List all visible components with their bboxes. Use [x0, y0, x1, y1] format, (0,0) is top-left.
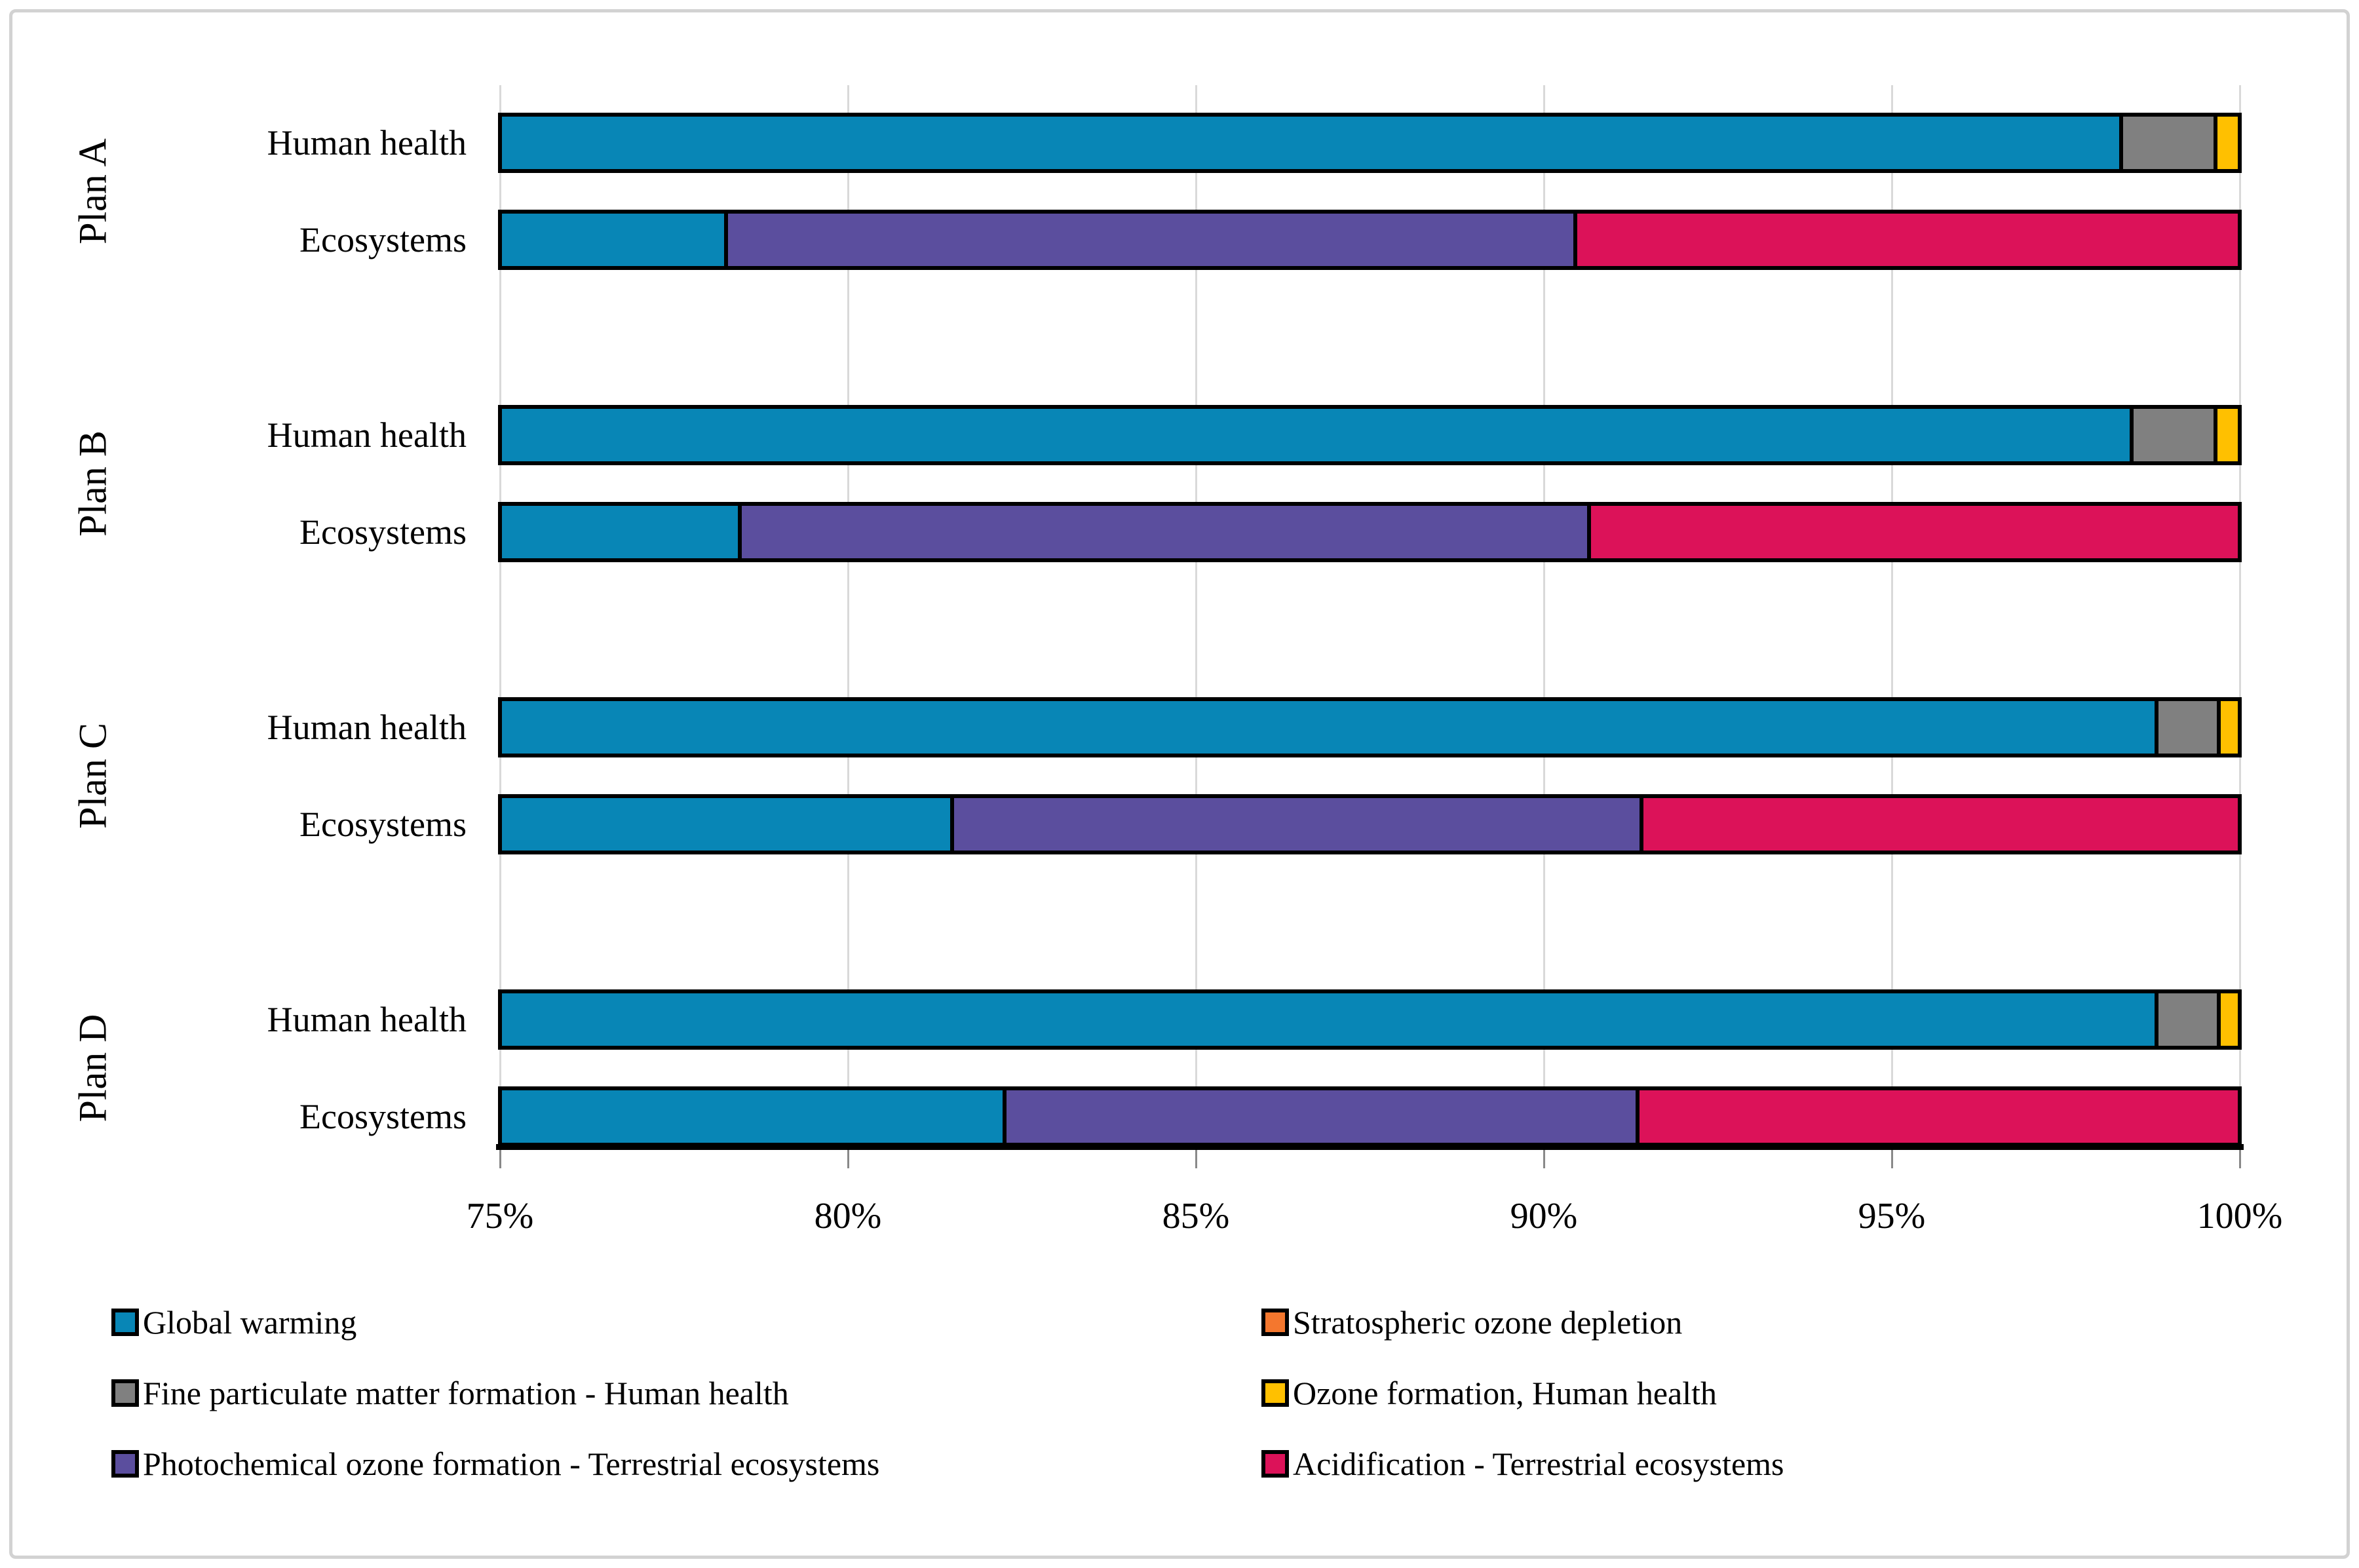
gridline [847, 85, 849, 1147]
legend-swatch-icon [1261, 1379, 1289, 1407]
legend-item: Global warming [111, 1303, 356, 1342]
axis-tick [1543, 1150, 1545, 1168]
x-tick-label: 80% [814, 1196, 882, 1236]
x-tick-label: 90% [1510, 1196, 1578, 1236]
bar-segment [498, 794, 954, 854]
legend-label: Ozone formation, Human health [1293, 1375, 1717, 1411]
category-label: Human health [267, 1000, 467, 1039]
bar-segment [2119, 113, 2217, 173]
bar-segment [498, 697, 2158, 757]
bar-segment [2214, 405, 2242, 465]
bar-segment [498, 1086, 1007, 1147]
bar-segment [2130, 405, 2217, 465]
legend-swatch-icon [1261, 1309, 1289, 1336]
bar-segment [498, 989, 2158, 1050]
bar-segment [1573, 210, 2242, 270]
legend-label: Acidification - Terrestrial ecosystems [1293, 1445, 1784, 1482]
gridline [1891, 85, 1893, 1147]
category-label: Ecosystems [299, 1097, 467, 1136]
x-tick-label: 75% [466, 1196, 534, 1236]
bar-segment [2217, 989, 2242, 1050]
bar-segment [2155, 989, 2221, 1050]
legend-swatch-icon [1261, 1450, 1289, 1478]
legend-item: Acidification - Terrestrial ecosystems [1261, 1444, 1784, 1483]
bar-segment [498, 502, 742, 562]
gridline [499, 85, 501, 1147]
legend-label: Fine particulate matter formation - Huma… [143, 1375, 789, 1411]
gridline [1543, 85, 1545, 1147]
bar-segment [1003, 1086, 1640, 1147]
legend-swatch-icon [111, 1450, 139, 1478]
gridline [1195, 85, 1197, 1147]
legend-item: Ozone formation, Human health [1261, 1373, 1717, 1413]
plan-label: Plan C [71, 723, 115, 829]
category-label: Ecosystems [299, 805, 467, 844]
plan-label: Plan A [71, 138, 115, 244]
axis-tick [1891, 1150, 1893, 1168]
axis-tick [847, 1150, 849, 1168]
legend-item: Fine particulate matter formation - Huma… [111, 1373, 789, 1413]
legend-label: Photochemical ozone formation - Terrestr… [143, 1445, 880, 1482]
legend-swatch-icon [111, 1379, 139, 1407]
legend-label: Global warming [143, 1304, 357, 1341]
legend-swatch-icon [111, 1309, 139, 1336]
bar-segment [1636, 1086, 2242, 1147]
bar-segment [2214, 113, 2242, 173]
bar-segment [1640, 794, 2242, 854]
bar-segment [724, 210, 1577, 270]
gridline [2239, 85, 2241, 1147]
legend-item: Stratospheric ozone depletion [1261, 1303, 1682, 1342]
bar-segment [2155, 697, 2221, 757]
x-tick-label: 100% [2196, 1196, 2283, 1236]
bar-segment [950, 794, 1643, 854]
axis-tick [499, 1150, 501, 1168]
legend-label: Stratospheric ozone depletion [1293, 1304, 1683, 1341]
category-label: Ecosystems [299, 512, 467, 552]
bar-segment [498, 210, 728, 270]
x-tick-label: 95% [1858, 1196, 1926, 1236]
bar-segment [498, 405, 2134, 465]
category-label: Ecosystems [299, 220, 467, 259]
plan-label: Plan D [71, 1014, 115, 1122]
bar-segment [738, 502, 1591, 562]
bar-segment [498, 113, 2123, 173]
plan-label: Plan B [71, 430, 115, 537]
x-tick-label: 85% [1162, 1196, 1230, 1236]
x-axis-line [496, 1144, 2244, 1150]
axis-tick [2239, 1150, 2241, 1168]
bar-segment [1587, 502, 2242, 562]
legend-item: Photochemical ozone formation - Terrestr… [111, 1444, 879, 1483]
category-label: Human health [267, 123, 467, 163]
category-label: Human health [267, 415, 467, 455]
axis-tick [1195, 1150, 1197, 1168]
bar-segment [2217, 697, 2242, 757]
category-label: Human health [267, 708, 467, 747]
